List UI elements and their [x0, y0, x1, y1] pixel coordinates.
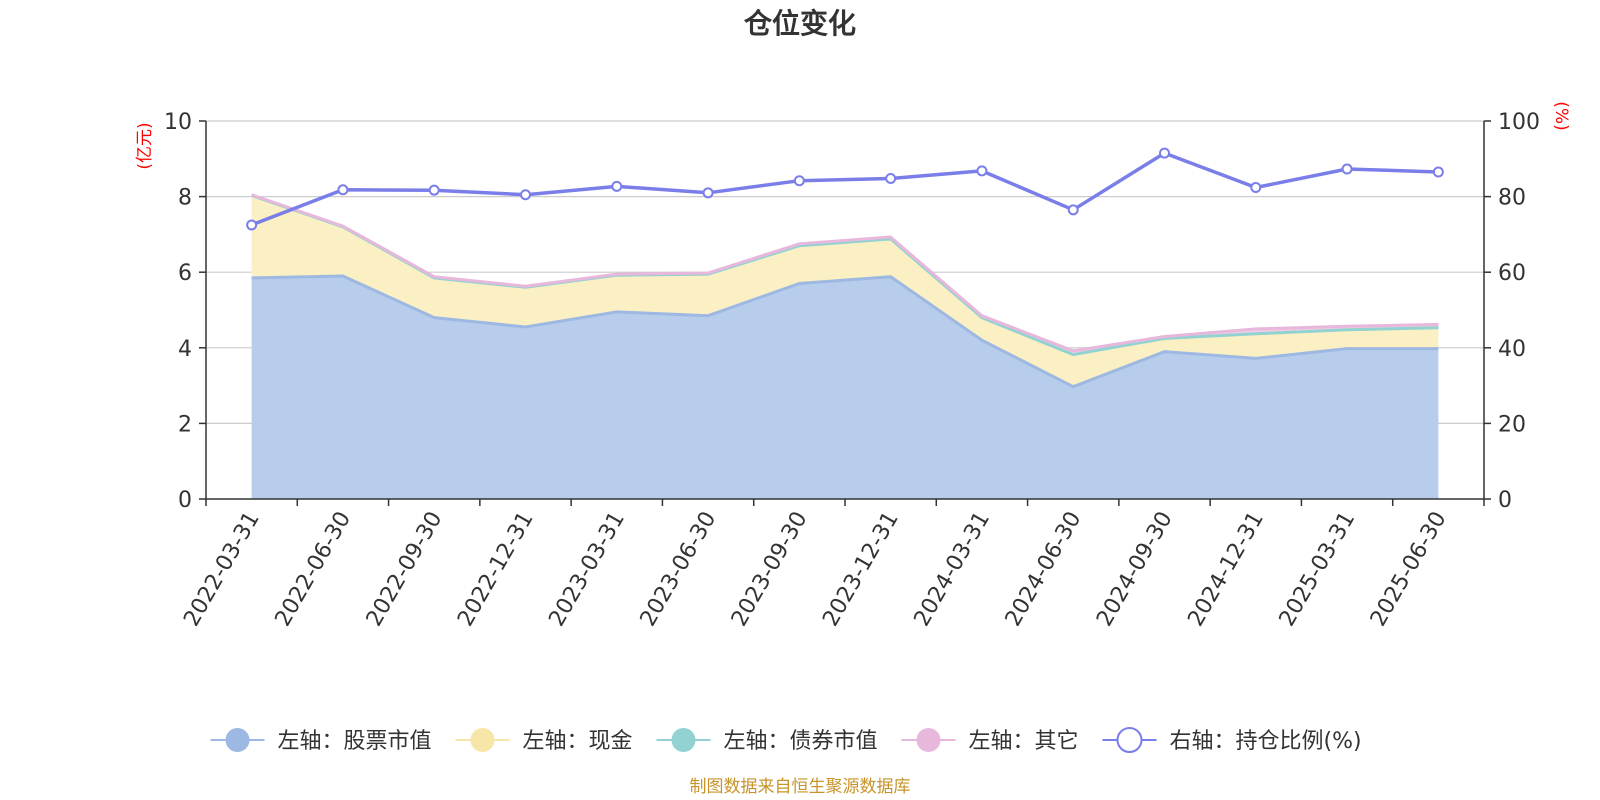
legend-marker: [916, 728, 941, 752]
ratio-point: [1341, 163, 1353, 175]
x-tick-label: 2025-03-31: [1275, 508, 1361, 631]
legend-label: 左轴：债券市值: [724, 729, 878, 754]
x-tick-label: 2023-06-30: [636, 508, 722, 631]
stacked-areas: [251, 193, 1439, 499]
legend-label: 左轴：现金: [523, 729, 633, 754]
ratio-point: [520, 189, 531, 201]
legend-label: 右轴：持仓比例(%): [1170, 729, 1362, 754]
legend-marker: [225, 728, 250, 752]
x-tick-label: 2024-12-31: [1183, 508, 1269, 631]
x-tick-label: 2025-06-30: [1366, 508, 1452, 631]
x-tick-label: 2022-12-31: [453, 508, 539, 631]
ratio-point: [1250, 182, 1262, 194]
ratio-point: [1159, 147, 1170, 159]
right-tick-label: 40: [1498, 337, 1526, 362]
left-tick-label: 6: [178, 261, 192, 286]
left-tick-label: 4: [178, 337, 192, 362]
data-source-note: 制图数据来自恒生聚源数据库: [690, 777, 911, 797]
right-tick-label: 60: [1498, 261, 1526, 286]
right-tick-label: 80: [1498, 186, 1526, 211]
ratio-point: [611, 180, 623, 192]
ratio-point: [793, 175, 805, 187]
x-tick-label: 2024-09-30: [1092, 508, 1178, 631]
legend-label: 左轴：其它: [969, 729, 1079, 754]
ratio-polyline: [250, 151, 1439, 227]
legend: 左轴：股票市值 左轴：现金 左轴：债券市值 左轴：其它 右轴：持仓比例(%): [210, 727, 1362, 754]
ratio-line: [246, 147, 1444, 231]
legend-marker: [671, 728, 696, 752]
legend-marker: [1116, 727, 1143, 753]
right-tick-label: 100: [1498, 110, 1540, 135]
legend-marker: [470, 728, 495, 752]
ratio-point: [1067, 204, 1079, 216]
x-tick-label: 2022-09-30: [362, 508, 448, 631]
area-左轴：现金: [251, 195, 1439, 387]
right-axis-unit: (%): [1551, 101, 1571, 130]
ratio-point: [246, 219, 258, 231]
area-edge-左轴：股票市值: [251, 274, 1439, 389]
ratio-point: [1432, 166, 1444, 178]
left-tick-label: 8: [178, 186, 192, 211]
legend-label: 左轴：股票市值: [278, 729, 432, 754]
left-tick-label: 2: [178, 412, 192, 437]
left-tick-label: 0: [178, 488, 192, 513]
x-tick-label: 2023-12-31: [818, 507, 904, 630]
ratio-point: [702, 187, 714, 199]
x-tick-label: 2022-03-31: [179, 508, 265, 631]
ratio-point: [428, 184, 440, 196]
x-tick-label: 2024-03-31: [910, 508, 996, 631]
x-tick-label: 2023-03-31: [544, 508, 630, 631]
left-axis-unit: (亿元): [135, 122, 155, 169]
area-edge-左轴：其它: [251, 193, 1439, 353]
ratio-point: [337, 184, 349, 196]
x-tick-label: 2024-06-30: [1001, 508, 1087, 631]
ratio-point: [976, 165, 988, 177]
left-tick-label: 10: [164, 110, 192, 135]
x-tick-label: 2022-06-30: [271, 508, 357, 631]
area-左轴：股票市值: [251, 276, 1439, 499]
ratio-point: [885, 172, 897, 184]
right-tick-label: 0: [1498, 488, 1512, 513]
chart-title: 仓位变化: [744, 7, 856, 40]
right-tick-label: 20: [1498, 412, 1526, 437]
x-tick-label: 2023-09-30: [727, 508, 813, 631]
